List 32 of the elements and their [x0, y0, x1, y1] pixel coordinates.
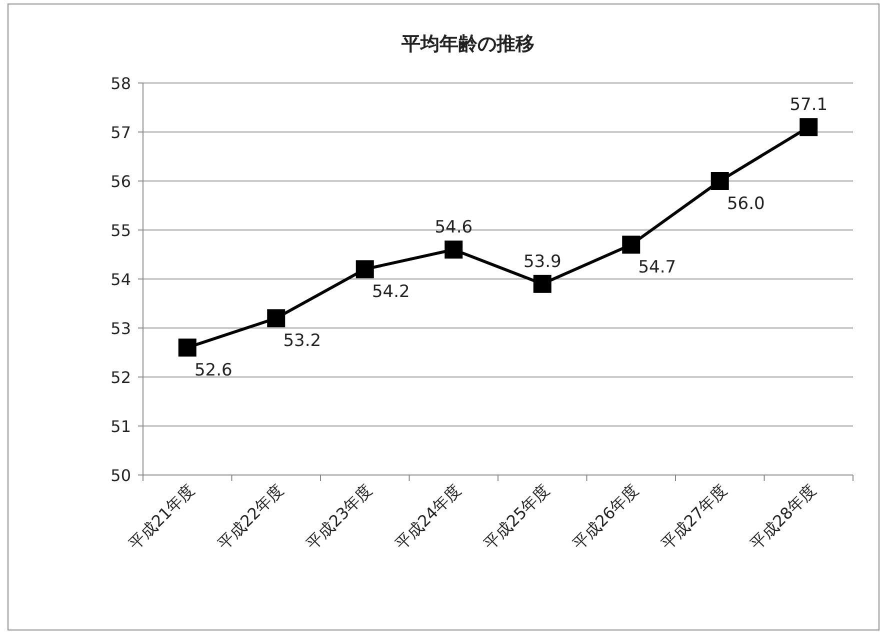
- x-tick-label: 平成28年度: [746, 480, 820, 554]
- point: [710, 172, 729, 190]
- y-tick-label: 52: [110, 368, 131, 387]
- x-tick-label: 平成26年度: [568, 480, 642, 554]
- data-label: 53.9: [523, 252, 562, 272]
- data-label: 52.6: [194, 360, 232, 381]
- x-tick-label: 平成25年度: [480, 480, 554, 554]
- y-tick-label: 54: [110, 270, 131, 289]
- y-tick-label: 51: [110, 417, 131, 436]
- data-label: 54.6: [434, 218, 473, 238]
- y-tick-label: 56: [110, 172, 131, 191]
- data-label: 57.1: [790, 95, 828, 116]
- point: [178, 338, 196, 357]
- point: [533, 274, 552, 293]
- point: [267, 309, 286, 328]
- chart-title: 平均年齢の推移: [400, 33, 534, 55]
- point: [800, 118, 818, 136]
- data-label: 54.2: [372, 282, 410, 302]
- x-tick-label: 平成23年度: [302, 480, 376, 554]
- data-label: 56.0: [726, 194, 765, 214]
- point: [444, 240, 463, 259]
- y-tick-label: 57: [110, 123, 131, 142]
- x-tick-label: 平成24年度: [391, 480, 464, 554]
- point: [356, 260, 374, 278]
- y-tick-label: 58: [110, 74, 131, 93]
- data-label: 53.2: [283, 331, 322, 352]
- x-tick-label: 平成27年度: [658, 480, 731, 554]
- x-tick-label: 平成22年度: [214, 480, 287, 554]
- y-tick-label: 55: [110, 221, 131, 240]
- point: [622, 236, 640, 254]
- data-label: 54.7: [638, 258, 676, 278]
- y-tick-label: 53: [110, 319, 131, 338]
